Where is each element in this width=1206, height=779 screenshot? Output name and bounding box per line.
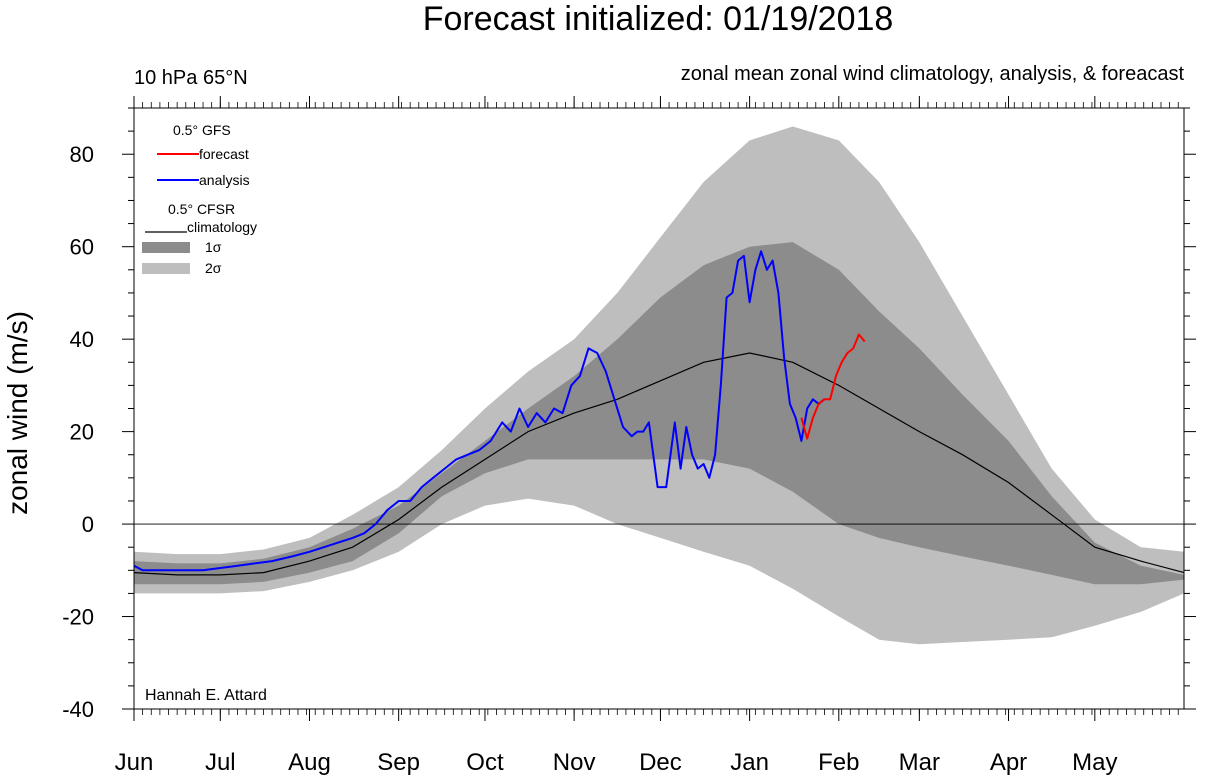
axes-layer: 80 60 40 20 0 -20 -40 Jun Jul Aug Sep Oct Nov Dec Jan F… <box>62 96 1196 776</box>
x-tick-label: Nov <box>553 749 596 776</box>
bands-layer <box>134 126 1184 645</box>
y-tick-label: 60 <box>70 235 94 260</box>
series-forecast <box>800 333 866 440</box>
x-tick-label: Feb <box>818 749 859 776</box>
series-climatology <box>133 352 1185 576</box>
x-tick-label: Jun <box>115 749 154 776</box>
credit-text: Hannah E. Attard <box>145 687 267 704</box>
x-tick-label: Sep <box>377 749 420 776</box>
y-tick-label: -20 <box>62 605 94 630</box>
legend-sigma1-label: 1σ <box>205 239 222 255</box>
sigma1-band <box>134 242 1184 585</box>
y-tick-label: 40 <box>70 327 94 352</box>
y-tick-label: 0 <box>82 512 94 537</box>
x-tick-label: Aug <box>288 749 331 776</box>
legend-sigma2-label: 2σ <box>205 260 222 276</box>
x-tick-label: Jan <box>730 749 769 776</box>
y-tick-label: 20 <box>70 420 94 445</box>
legend-analysis-label: analysis <box>199 172 250 188</box>
y-axis-label: zonal wind (m/s) <box>2 311 33 515</box>
y-tick-label: -40 <box>62 697 94 722</box>
x-tick-label: Apr <box>990 749 1027 776</box>
x-tick-label: May <box>1072 749 1117 776</box>
legend: 0.5° GFS forecast analysis 0.5° CFSR cli… <box>142 122 257 276</box>
legend-cfsr-header: 0.5° CFSR <box>168 201 235 217</box>
legend-forecast-label: forecast <box>199 146 249 162</box>
series-analysis <box>133 250 826 572</box>
legend-sigma2-swatch <box>142 263 190 274</box>
legend-gfs-header: 0.5° GFS <box>173 122 231 138</box>
x-tick-label: Jul <box>205 749 236 776</box>
chart-title: Forecast initialized: 01/19/2018 <box>423 0 894 38</box>
legend-climatology-label: climatology <box>187 219 257 235</box>
legend-sigma1-swatch <box>142 242 190 253</box>
y-tick-label: 80 <box>70 142 94 167</box>
subtitle-description: zonal mean zonal wind climatology, analy… <box>681 63 1185 85</box>
x-tick-label: Dec <box>639 749 682 776</box>
lines-layer <box>133 250 1185 576</box>
x-tick-label: Oct <box>466 749 504 776</box>
x-tick-label: Mar <box>899 749 940 776</box>
subtitle-level: 10 hPa 65°N <box>134 67 248 89</box>
